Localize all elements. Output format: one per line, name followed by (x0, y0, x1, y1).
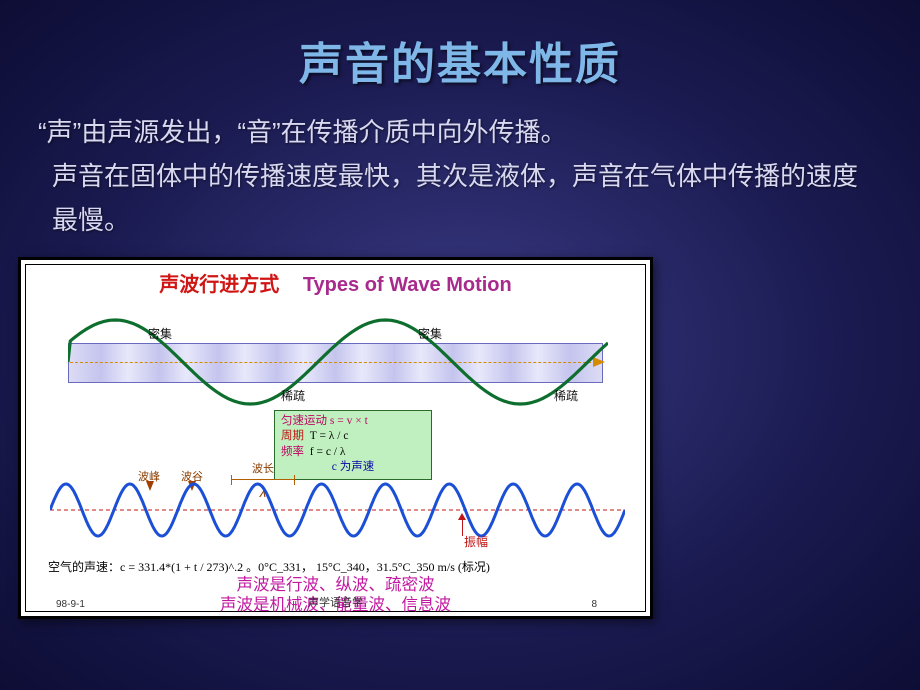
page-title: 声音的基本性质 (0, 0, 920, 92)
sound-speed-text: 空气的声速：c = 331.4*(1 + t / 273)^.2 。0°C_33… (48, 558, 623, 575)
figure-footer-title: 声学语音学 (26, 594, 645, 610)
dense-label-1: 密集 (148, 325, 172, 342)
sparse-label-2: 稀疏 (554, 387, 578, 404)
dense-label-2: 密集 (418, 325, 442, 342)
figure-footer-page: 8 (591, 599, 597, 610)
wavelength-marker: 波长 λ (231, 463, 295, 500)
paragraph-1: “声”由声源发出，“音”在传播介质中向外传播。 (38, 110, 872, 154)
figure-inner: 声波行进方式 Types of Wave Motion 密集 密集 稀疏 稀疏 … (25, 264, 646, 612)
body-text: “声”由声源发出，“音”在传播介质中向外传播。 声音在固体中的传播速度最快，其次… (0, 92, 920, 251)
wave-figure: 声波行进方式 Types of Wave Motion 密集 密集 稀疏 稀疏 … (18, 257, 653, 619)
figure-title-en: Types of Wave Motion (303, 274, 512, 296)
figure-title: 声波行进方式 Types of Wave Motion (26, 268, 645, 297)
trough-arrow-icon (188, 481, 196, 491)
formula-period-eq: T = λ / c (310, 430, 349, 442)
formula-line-4: c 为声速 (281, 460, 425, 476)
compression-strip (68, 343, 603, 383)
peak-arrow-icon (146, 481, 154, 491)
wavelength-symbol: λ (231, 485, 295, 500)
figure-title-cn: 声波行进方式 (159, 274, 279, 296)
amplitude-label: 振幅 (464, 533, 488, 550)
formula-period-label: 周期 (281, 430, 304, 442)
formula-line-1: 匀速运动 s = v × t (281, 414, 425, 430)
sparse-label-1: 稀疏 (281, 387, 305, 404)
bottom-line-1: 声波是行波、纵波、疏密波 (26, 575, 645, 596)
paragraph-2: 声音在固体中的传播速度最快，其次是液体，声音在气体中传播的速度最慢。 (38, 154, 872, 242)
formula-box: 匀速运动 s = v × t 周期 T = λ / c 频率 f = c / λ… (274, 410, 432, 480)
formula-freq-label: 频率 (281, 446, 304, 458)
propagation-arrow-head-icon (593, 357, 605, 367)
propagation-arrow-line (70, 362, 601, 363)
wavelength-label: 波长 (231, 463, 295, 475)
formula-freq-eq: f = c / λ (310, 446, 346, 458)
